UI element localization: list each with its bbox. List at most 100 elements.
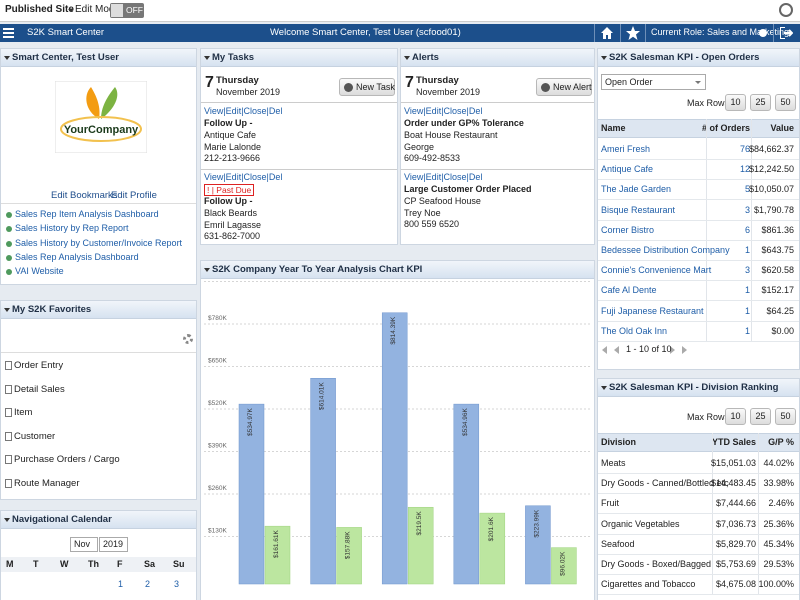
collapse-arrow[interactable] [4, 518, 10, 522]
year-select[interactable]: 2019 [99, 537, 128, 552]
bookmark-link[interactable]: Sales Rep Analysis Dashboard [15, 251, 139, 262]
settings-gear[interactable] [183, 334, 193, 344]
favorite-item[interactable]: Order Entry [14, 360, 64, 371]
row-option-button[interactable]: 10 [725, 408, 746, 425]
item-line: Black Beards [204, 208, 258, 218]
row-option-button[interactable]: 25 [750, 94, 771, 111]
calendar-date[interactable]: 2 [145, 579, 151, 589]
calendar-date[interactable]: 1 [118, 579, 124, 589]
favorite-item[interactable]: Customer [14, 430, 56, 442]
bookmark-link[interactable]: Sales History by Rep Report [15, 223, 129, 234]
collapse-arrow[interactable] [601, 56, 607, 60]
value-label: $157.88K [345, 531, 352, 559]
role-text[interactable]: Current Role: Sales and Marketing [651, 27, 790, 37]
item-actions[interactable]: View|Edit|Close|Del [204, 172, 283, 182]
column-header[interactable]: Name [601, 123, 626, 133]
button-label: New Task [356, 82, 395, 92]
profile-action[interactable]: Edit Bookmarks [51, 190, 118, 201]
column-header[interactable]: YTD Sales [711, 437, 756, 447]
edit-mode-toggle[interactable]: OFF [110, 3, 144, 18]
collapse-arrow[interactable] [4, 308, 10, 312]
favorite-item[interactable]: Item [14, 407, 33, 419]
table-cell: Dry Goods - Boxed/Bagged [601, 559, 712, 569]
button-label: New Alert [553, 82, 592, 92]
table-cell[interactable]: Antique Cafe [601, 164, 654, 175]
panel-header: Smart Center, Test User [1, 49, 196, 67]
collapse-arrow[interactable] [204, 56, 210, 60]
table-cell[interactable]: Corner Bistro [601, 224, 655, 235]
month-select[interactable]: Nov [70, 537, 98, 552]
bookmark-link[interactable]: VAI Website [15, 266, 64, 277]
row-divider [598, 179, 799, 181]
pager-arrow[interactable] [602, 346, 607, 354]
bar [238, 403, 265, 585]
collapse-arrow[interactable] [601, 386, 607, 390]
table-header [598, 119, 799, 138]
table-cell[interactable]: Ameri Fresh [601, 144, 651, 154]
row-option-button[interactable]: 10 [725, 94, 746, 111]
collapse-arrow[interactable] [4, 56, 10, 60]
table-cell[interactable]: The Old Oak Inn [601, 325, 668, 336]
menu-button[interactable] [3, 28, 14, 38]
pager-arrow[interactable] [682, 346, 687, 354]
item-icon [5, 384, 12, 394]
bar [310, 378, 336, 585]
item-icon [5, 408, 12, 418]
link-icon [6, 269, 12, 276]
table-cell: 1 [744, 305, 750, 316]
table-cell: $64.25 [766, 305, 794, 316]
table-cell: Meats [601, 458, 626, 468]
item-actions[interactable]: View|Edit|Close|Del [204, 106, 283, 116]
collapse-arrow[interactable] [404, 56, 410, 60]
row-option-button[interactable]: 50 [775, 408, 796, 425]
favorite-item[interactable]: Detail Sales [14, 383, 65, 395]
column-divider [751, 119, 752, 341]
item-actions[interactable]: View|Edit|Close|Del [404, 172, 483, 182]
wordpress-icon[interactable] [779, 3, 793, 17]
row-option-button[interactable]: 25 [750, 408, 771, 425]
panel-header: S2K Salesman KPI - Open Orders [598, 49, 799, 67]
bar [407, 506, 434, 585]
table-cell[interactable]: The Jade Garden [601, 184, 672, 195]
favorite-item[interactable]: Purchase Orders / Cargo [14, 454, 120, 466]
table-cell[interactable]: Cafe Al Dente [601, 285, 657, 296]
table-cell[interactable]: Bedessee Distribution Company [601, 245, 730, 255]
collapse-arrow[interactable] [204, 268, 210, 272]
past-due-badge: ! | Past Due [204, 184, 255, 196]
item-line: Trey Noe [404, 207, 441, 218]
bar [453, 403, 480, 585]
table-cell[interactable]: Connie's Convenience Mart [601, 265, 712, 276]
link-icon [6, 212, 12, 218]
pager-arrow[interactable] [670, 346, 675, 354]
tasks-panel: My Tasks 7 Thursday November 2019 New Task Vi… [200, 48, 398, 245]
bookmark-link[interactable]: Sales History by Customer/Invoice Report [15, 237, 183, 248]
favorite-item[interactable]: Route Manager [14, 478, 80, 489]
column-header[interactable]: Value [770, 123, 794, 133]
bar [551, 547, 577, 585]
new-button[interactable]: New Alert [536, 78, 592, 96]
toggle-knob [111, 4, 123, 17]
column-header[interactable]: G/P % [768, 437, 794, 447]
divider [401, 102, 594, 103]
column-header[interactable]: # of Orders [701, 123, 750, 133]
profile-action[interactable]: Edit Profile [111, 190, 157, 201]
item-line: 212-213-9666 [204, 153, 261, 163]
table-cell: Cigarettes and Tobacco [601, 579, 696, 590]
pager-arrow[interactable] [614, 346, 619, 354]
day-number: 7 [205, 74, 214, 91]
bookmark-link[interactable]: Sales Rep Item Analysis Dashboard [15, 209, 159, 219]
divider [620, 24, 621, 42]
site-menu[interactable]: Published Site [5, 4, 74, 15]
table-cell[interactable]: Fuji Japanese Restaurant [601, 305, 704, 316]
new-button[interactable]: New Task [339, 78, 395, 96]
row-divider [598, 473, 799, 474]
filter-select[interactable]: Open Order [601, 74, 706, 90]
calendar-date[interactable]: 3 [174, 579, 180, 589]
table-cell: $4,675.08 [715, 579, 756, 590]
table-cell[interactable]: Bisque Restaurant [601, 204, 676, 215]
column-header[interactable]: Division [601, 437, 637, 447]
row-option-button[interactable]: 50 [775, 94, 796, 111]
item-actions[interactable]: View|Edit|Close|Del [404, 106, 483, 116]
home-icon [601, 27, 613, 39]
